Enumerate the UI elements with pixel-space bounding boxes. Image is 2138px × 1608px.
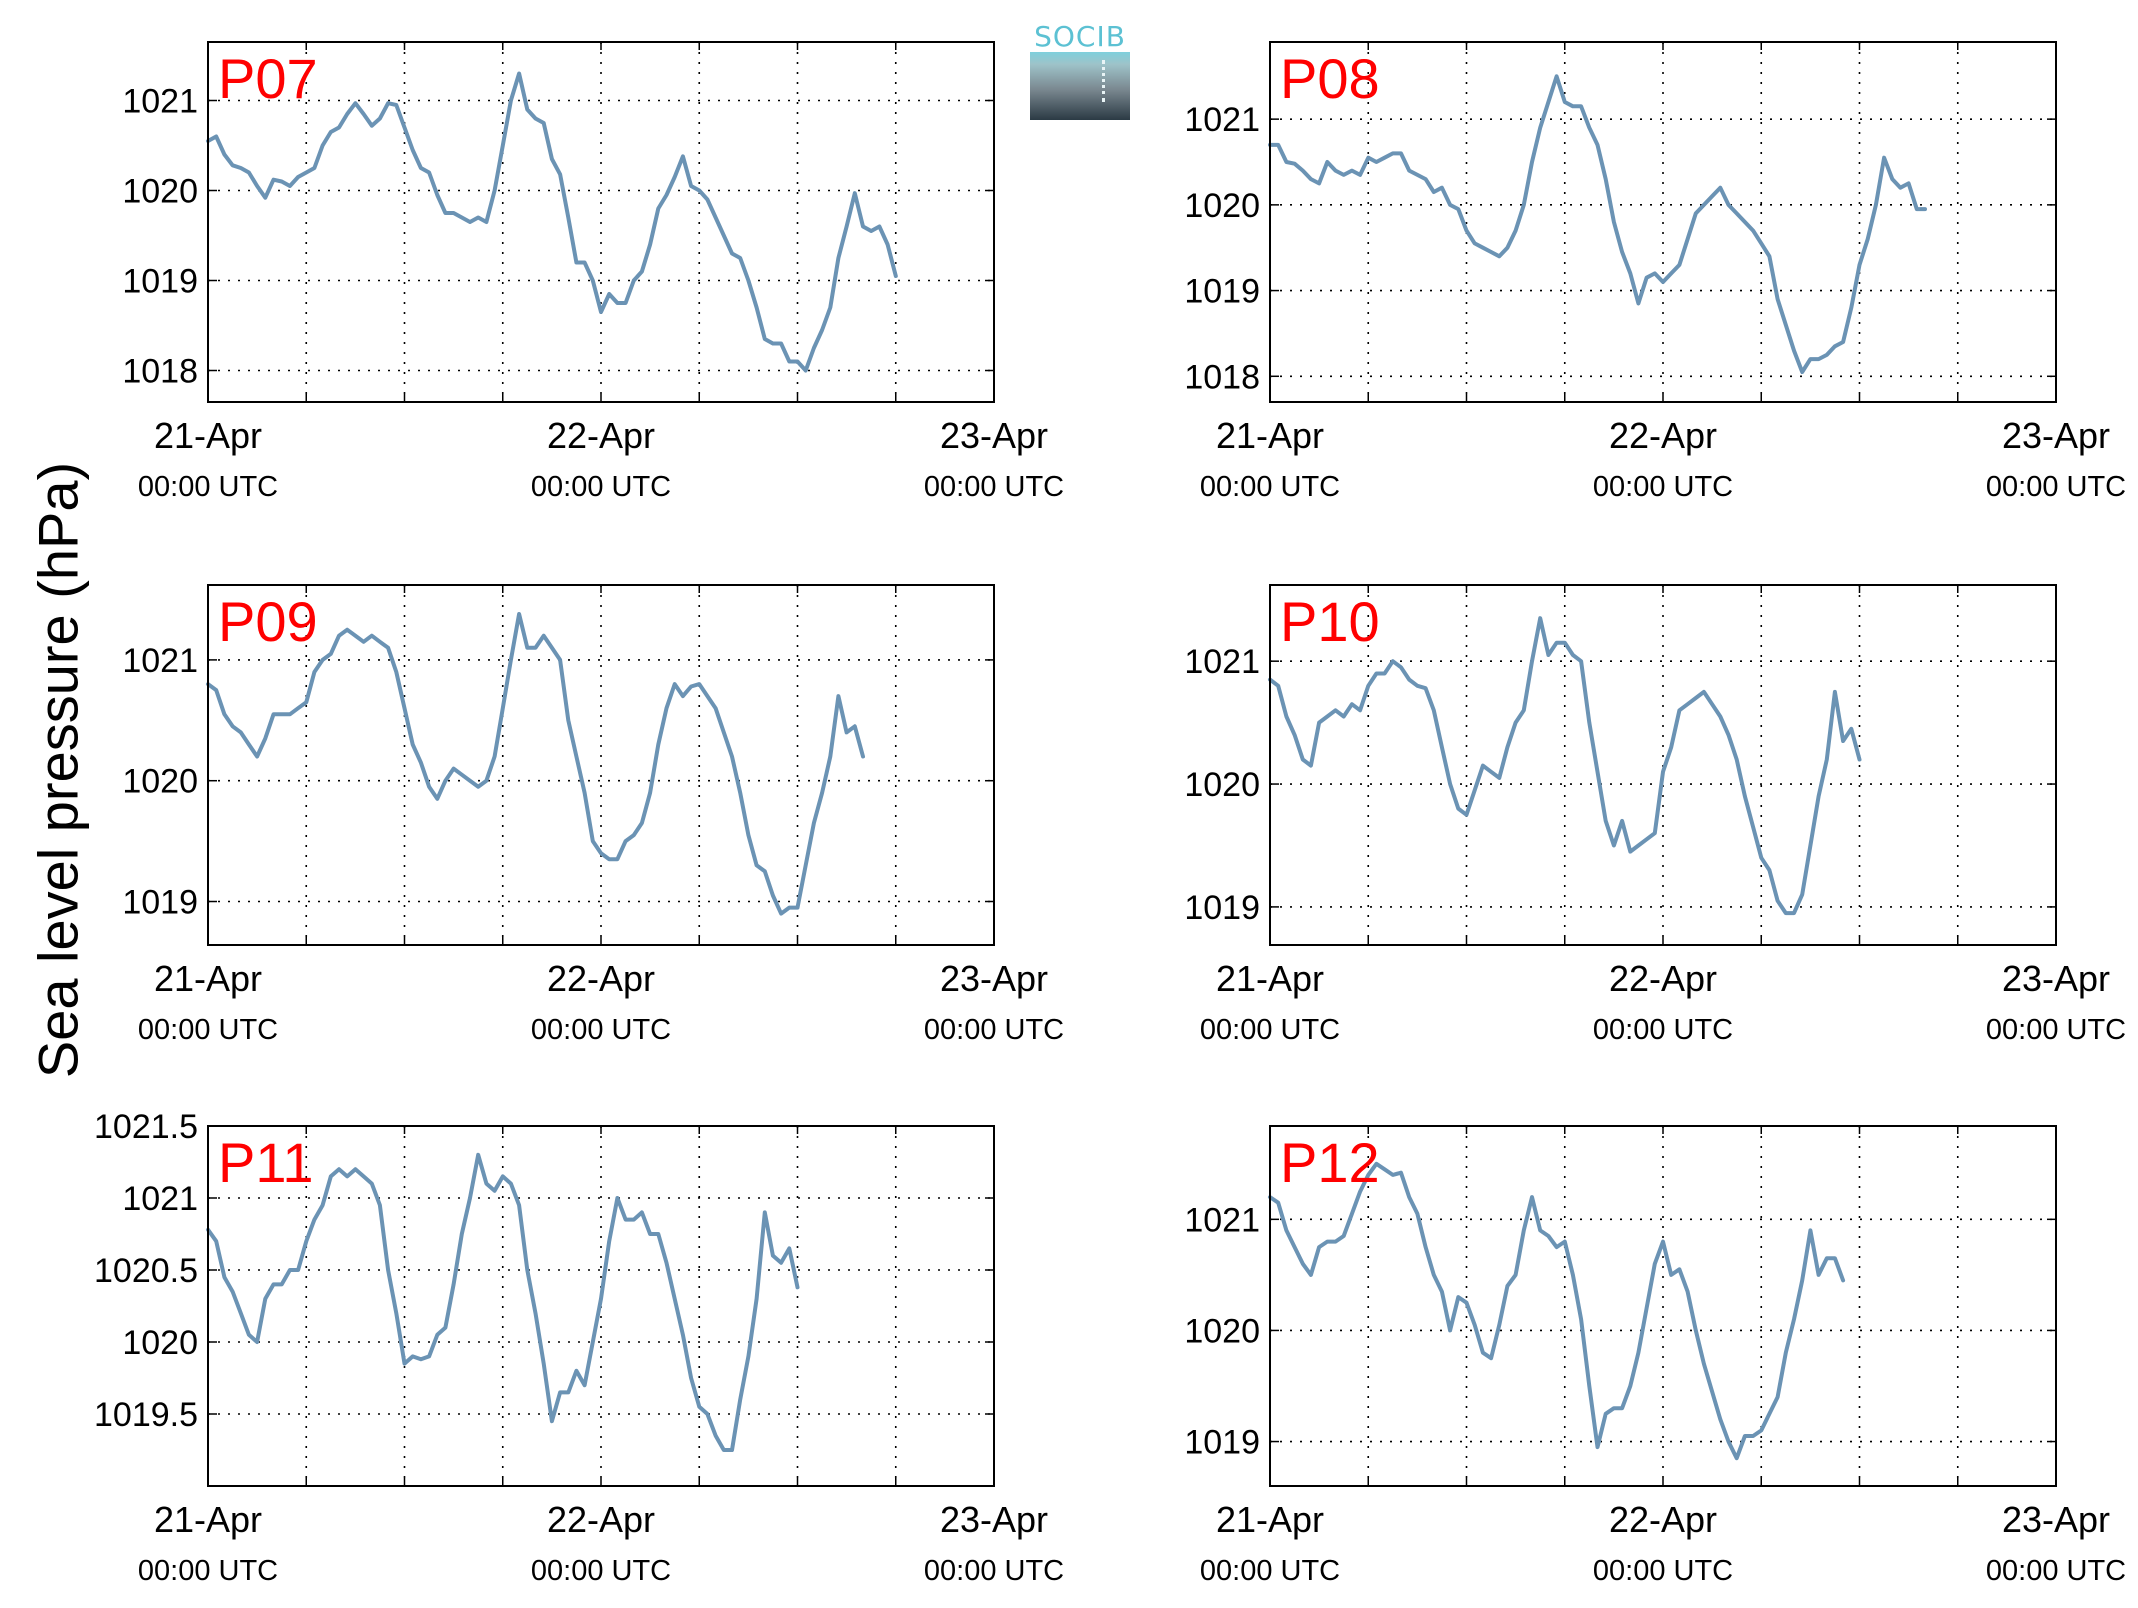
y-tick-label: 1020 [1184,187,1260,225]
x-tick-label-time: 00:00 UTC [1593,1555,1733,1587]
plot-frame [207,1125,995,1487]
y-tick-label: 1020.5 [94,1252,198,1290]
panel-label: P08 [1280,47,1380,110]
x-tick-label-time: 00:00 UTC [531,471,671,503]
x-tick-label-time: 00:00 UTC [138,471,278,503]
y-tick-label: 1019 [122,263,198,301]
x-tick-label-time: 00:00 UTC [1593,471,1733,503]
x-tick-label-time: 00:00 UTC [1986,1014,2126,1046]
x-tick-label-date: 22-Apr [1609,415,1717,456]
x-tick-label-date: 23-Apr [2002,958,2110,999]
x-tick-label-date: 22-Apr [547,1499,655,1540]
y-tick-label: 1020 [122,173,198,211]
x-tick-label-date: 23-Apr [2002,415,2110,456]
x-tick-label-time: 00:00 UTC [138,1555,278,1587]
x-tick-label-date: 22-Apr [1609,958,1717,999]
x-tick-label-date: 21-Apr [154,415,262,456]
y-tick-label: 1021 [1184,1201,1260,1239]
logo-text: SOCIB [1034,20,1126,53]
x-tick-label-time: 00:00 UTC [1200,1014,1340,1046]
series-line [1268,74,1927,374]
x-tick-label-date: 23-Apr [940,415,1048,456]
panel-label: P11 [218,1131,313,1194]
x-tick-label-time: 00:00 UTC [1593,1014,1733,1046]
y-tick-label: 1020 [1184,766,1260,804]
chart-panel-p10: 1019 1020 1021 21-Apr 00:00 UTC 22-Apr 00:00 U… [1184,584,2126,1046]
y-tick-label: 1021 [1184,643,1260,681]
plot-frame [1269,1125,2057,1487]
panel-label: P10 [1280,590,1380,653]
chart-panel-p12: 1019 1020 1021 21-Apr 00:00 UTC 22-Apr 00:00 U… [1184,1125,2126,1587]
chart-panel-p07: 1018 1019 1020 1021 21-Apr 00:00 UTC 22-Apr 00:… [122,41,1064,503]
y-tick-label: 1018 [1184,358,1260,396]
y-tick-label: 1019.5 [94,1396,198,1434]
y-tick-label: 1021 [122,1180,198,1218]
x-tick-label-date: 22-Apr [547,958,655,999]
chart-panel-p09: 1019 1020 1021 21-Apr 00:00 UTC 22-Apr 00:00 U… [122,584,1064,1046]
y-tick-label: 1019 [1184,273,1260,311]
y-tick-label: 1021 [1184,101,1260,139]
x-tick-label-date: 21-Apr [154,1499,262,1540]
y-tick-label: 1021.5 [94,1108,198,1146]
plot-frame [1269,41,2057,403]
series-line [1268,1161,1846,1461]
y-tick-label: 1019 [1184,889,1260,927]
y-axis-label: Sea level pressure (hPa) [26,461,90,1079]
x-tick-label-time: 00:00 UTC [924,471,1064,503]
y-tick-label: 1019 [1184,1424,1260,1462]
y-tick-label: 1021 [122,642,198,680]
series-line [1268,616,1862,916]
x-tick-label-time: 00:00 UTC [924,1014,1064,1046]
x-tick-label-time: 00:00 UTC [1986,1555,2126,1587]
plot-frame [1269,584,2057,946]
panel-label: P07 [218,47,318,110]
chart-panel-p11: 1019.5 1020 1020.5 1021 1021.5 21-Apr 00:00 UT… [94,1108,1064,1587]
panel-label: P09 [218,590,318,653]
x-tick-label-time: 00:00 UTC [1200,471,1340,503]
x-tick-label-time: 00:00 UTC [1200,1555,1340,1587]
x-tick-label-date: 22-Apr [1609,1499,1717,1540]
plot-frame [207,41,995,403]
y-tick-label: 1018 [122,353,198,391]
socib-logo: SOCIB [1030,20,1130,120]
series-line [206,612,865,916]
x-tick-label-date: 23-Apr [2002,1499,2110,1540]
x-tick-label-time: 00:00 UTC [531,1555,671,1587]
x-tick-label-time: 00:00 UTC [1986,471,2126,503]
chart-panel-p08: 1018 1019 1020 1021 21-Apr 00:00 UTC 22-Apr 00:… [1184,41,2126,503]
y-tick-label: 1020 [122,763,198,801]
logo-emblem [1030,52,1130,120]
x-tick-label-time: 00:00 UTC [531,1014,671,1046]
y-tick-label: 1020 [122,1324,198,1362]
x-tick-label-time: 00:00 UTC [138,1014,278,1046]
series-line [206,71,898,373]
panel-label: P12 [1280,1131,1380,1194]
x-tick-label-date: 22-Apr [547,415,655,456]
logo-mast-icon [1102,60,1105,102]
x-tick-label-date: 21-Apr [154,958,262,999]
plot-frame [207,584,995,946]
x-tick-label-date: 21-Apr [1216,958,1324,999]
y-tick-label: 1019 [122,884,198,922]
series-line [206,1152,800,1452]
y-tick-label: 1020 [1184,1312,1260,1350]
x-tick-label-date: 23-Apr [940,1499,1048,1540]
x-tick-label-time: 00:00 UTC [924,1555,1064,1587]
x-tick-label-date: 23-Apr [940,958,1048,999]
x-tick-label-date: 21-Apr [1216,1499,1324,1540]
y-tick-label: 1021 [122,83,198,121]
x-tick-label-date: 21-Apr [1216,415,1324,456]
